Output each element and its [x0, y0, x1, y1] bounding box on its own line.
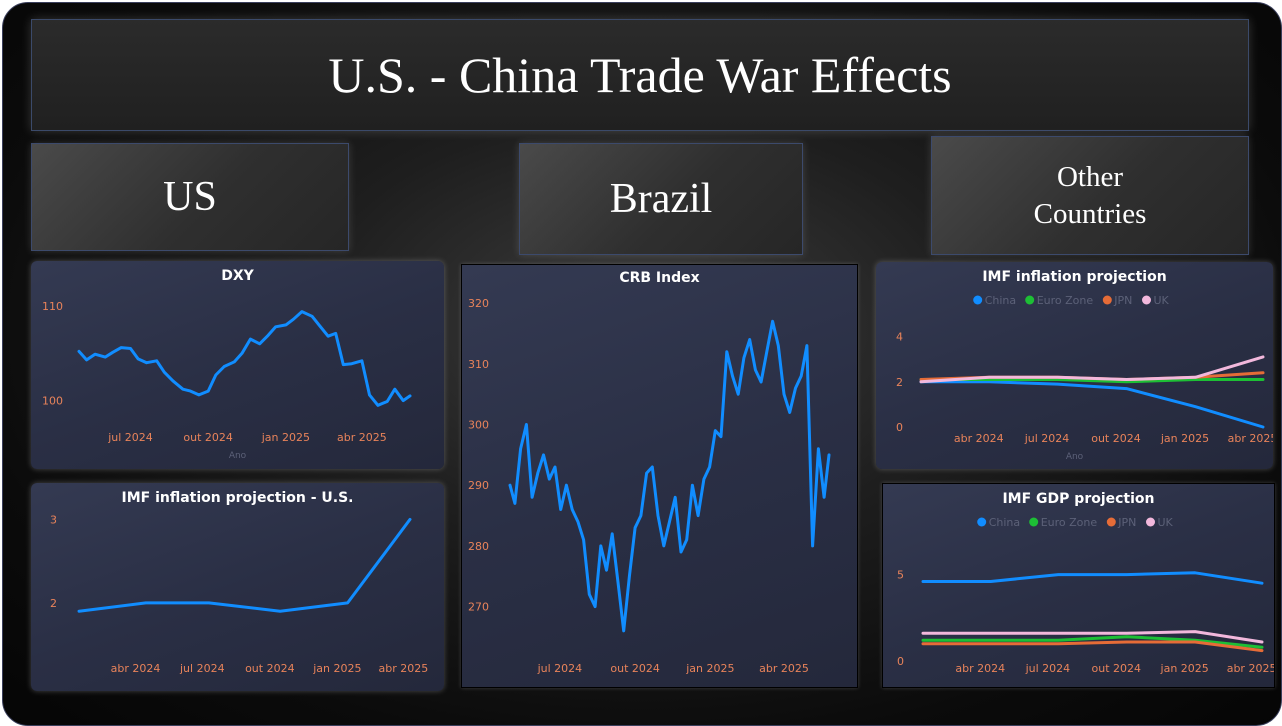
x-tick-label: abr 2024 — [955, 662, 1005, 675]
x-tick-label: abr 2025 — [759, 662, 809, 675]
crb-chart-card[interactable]: CRB Index 270 280 290 300 310 320 jul 2024 out 2… — [461, 264, 858, 688]
imf-inflation-chart-card[interactable]: IMF inflation projection China Euro Zone JP… — [876, 262, 1273, 469]
series-line-china[interactable] — [921, 571, 1264, 585]
y-tick-label: 0 — [896, 421, 903, 434]
x-tick-label: jan 2025 — [1160, 432, 1209, 445]
y-tick-label: 270 — [468, 601, 489, 614]
legend-marker-china — [977, 517, 987, 527]
x-tick-label: out 2024 — [245, 662, 295, 675]
y-tick-label: 100 — [42, 395, 63, 408]
dxy-chart: DXY 100 110 jul 2024 out 2024 jan 2025 abr 202… — [42, 268, 412, 461]
brazil-button[interactable]: Brazil — [519, 143, 803, 255]
y-tick-label: 0 — [897, 655, 904, 668]
legend-label: JPN — [1117, 516, 1136, 529]
y-tick-label: 2 — [50, 597, 57, 610]
y-tick-label: 310 — [468, 358, 489, 371]
x-tick-label: abr 2024 — [111, 662, 161, 675]
x-tick-label: jan 2025 — [312, 662, 361, 675]
y-tick-label: 4 — [896, 331, 903, 344]
x-tick-label: jul 2024 — [537, 662, 583, 675]
chart-title: DXY — [221, 268, 254, 284]
legend-label: China — [985, 294, 1016, 307]
x-tick-label: out 2024 — [183, 431, 233, 444]
series-line[interactable] — [77, 517, 412, 613]
x-tick-label: out 2024 — [1092, 662, 1142, 675]
series-line-uk[interactable] — [919, 355, 1265, 384]
x-tick-label: jan 2025 — [685, 662, 734, 675]
series-line-uk[interactable] — [921, 630, 1264, 644]
us-inflation-chart-card[interactable]: IMF inflation projection - U.S. 2 3 abr 202… — [31, 483, 444, 691]
chart-title: IMF inflation projection - U.S. — [122, 490, 354, 506]
us-inflation-chart: IMF inflation projection - U.S. 2 3 abr 202… — [50, 490, 429, 675]
x-tick-label: jul 2024 — [179, 662, 225, 675]
series-line[interactable] — [77, 310, 412, 407]
x-tick-label: abr 2025 — [379, 662, 429, 675]
other-countries-button[interactable]: Other Countries — [931, 136, 1249, 255]
x-axis-title: Ano — [229, 451, 247, 461]
y-tick-label: 3 — [50, 513, 57, 526]
x-tick-label: jan 2025 — [261, 431, 310, 444]
x-tick-label: jul 2024 — [1025, 662, 1071, 675]
legend-marker-jpn — [1106, 517, 1116, 527]
x-tick-label: jul 2024 — [107, 431, 153, 444]
x-tick-label: out 2024 — [1091, 432, 1141, 445]
chart-title: IMF inflation projection — [982, 269, 1166, 285]
y-tick-label: 5 — [897, 569, 904, 582]
y-tick-label: 280 — [468, 540, 489, 553]
x-tick-label: jul 2024 — [1024, 432, 1070, 445]
page-title: U.S. - China Trade War Effects — [328, 47, 952, 103]
x-axis-title: Ano — [1066, 452, 1084, 462]
legend-label: UK — [1154, 294, 1170, 307]
legend-marker-uk — [1146, 517, 1155, 527]
legend-label: China — [989, 516, 1020, 529]
chart-title: CRB Index — [619, 270, 699, 286]
series-line-china[interactable] — [919, 380, 1265, 429]
y-tick-label: 110 — [42, 300, 63, 313]
series-line-jpn[interactable] — [921, 640, 1264, 653]
imf-inflation-chart: IMF inflation projection China Euro Zone JP… — [896, 269, 1273, 462]
series-line[interactable] — [508, 319, 831, 633]
chart-title: IMF GDP projection — [1002, 491, 1154, 507]
x-tick-label: abr 2025 — [1227, 662, 1274, 675]
series-line-euro-zone[interactable] — [921, 635, 1264, 649]
legend-label: Euro Zone — [1037, 294, 1094, 307]
legend-marker-china — [973, 295, 983, 305]
other-countries-label-line1: Other — [1056, 160, 1124, 193]
legend-label: Euro Zone — [1041, 516, 1098, 529]
legend-label: UK — [1158, 516, 1174, 529]
legend-marker-uk — [1142, 295, 1151, 305]
imf-gdp-chart-card[interactable]: IMF GDP projection China Euro Zone JPN UK 0 5 a… — [882, 483, 1275, 688]
x-tick-label: out 2024 — [610, 662, 660, 675]
legend-marker-euro-zone — [1025, 295, 1035, 305]
x-tick-label: abr 2025 — [337, 431, 387, 444]
y-tick-label: 300 — [468, 419, 489, 432]
chart-legend[interactable]: China Euro Zone JPN UK — [977, 516, 1174, 529]
legend-marker-euro-zone — [1029, 517, 1039, 527]
y-tick-label: 320 — [468, 297, 489, 310]
legend-label: JPN — [1113, 294, 1132, 307]
legend-marker-jpn — [1102, 295, 1112, 305]
x-tick-label: jan 2025 — [1160, 662, 1209, 675]
chart-legend[interactable]: China Euro Zone JPN UK — [973, 294, 1170, 307]
x-tick-label: abr 2024 — [954, 432, 1004, 445]
imf-gdp-chart: IMF GDP projection China Euro Zone JPN UK 0 5 a… — [897, 491, 1274, 675]
us-button[interactable]: US — [31, 143, 349, 251]
other-countries-label-line2: Countries — [1033, 197, 1147, 230]
page-header: U.S. - China Trade War Effects — [31, 19, 1249, 131]
x-tick-label: abr 2025 — [1228, 432, 1273, 445]
crb-chart: CRB Index 270 280 290 300 310 320 jul 2024 out 2… — [468, 270, 831, 675]
y-tick-label: 2 — [896, 376, 903, 389]
dxy-chart-card[interactable]: DXY 100 110 jul 2024 out 2024 jan 2025 abr 202… — [31, 261, 444, 469]
y-tick-label: 290 — [468, 479, 489, 492]
